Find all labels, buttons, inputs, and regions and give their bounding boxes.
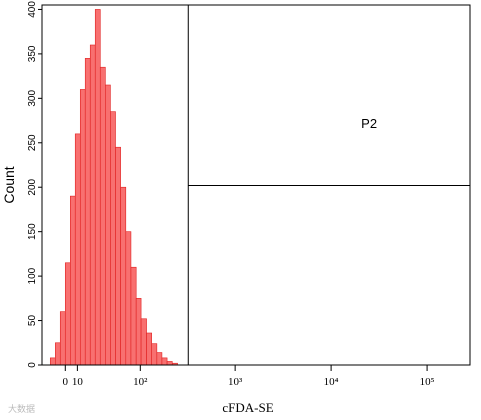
histogram-bar bbox=[105, 84, 111, 366]
y-tick-label: 400 bbox=[27, 1, 38, 18]
y-tick-label: 100 bbox=[27, 267, 38, 284]
histogram-bar bbox=[115, 146, 121, 366]
histogram-bar bbox=[161, 357, 168, 366]
y-tick-label: 0 bbox=[27, 362, 38, 368]
watermark: 大数据 bbox=[8, 403, 35, 415]
histogram-bar bbox=[151, 343, 158, 366]
y-tick-label: 300 bbox=[27, 90, 38, 107]
y-tick-label: 150 bbox=[27, 223, 38, 240]
histogram-bar bbox=[70, 195, 76, 366]
histogram-bar bbox=[120, 186, 127, 366]
x-tick-label: 0 bbox=[63, 376, 69, 388]
histogram-bar bbox=[94, 9, 101, 366]
y-tick-label: 250 bbox=[27, 134, 38, 151]
histogram-bar bbox=[99, 66, 106, 366]
histogram-bar bbox=[156, 352, 163, 366]
histogram-bar bbox=[74, 133, 81, 366]
x-tick-label: 10² bbox=[133, 376, 148, 388]
histogram-bar bbox=[79, 89, 86, 366]
y-tick-label: 350 bbox=[27, 45, 38, 62]
histogram-bar bbox=[55, 342, 61, 366]
histogram-bar bbox=[146, 332, 153, 366]
x-tick-label: 10³ bbox=[228, 376, 243, 388]
histogram-bar bbox=[125, 231, 132, 366]
x-axis-label: cFDA-SE bbox=[222, 400, 273, 415]
gate-label: P2 bbox=[361, 116, 377, 131]
histogram-bar bbox=[135, 298, 142, 366]
histogram-bar bbox=[59, 311, 66, 366]
histogram-bar bbox=[49, 357, 56, 366]
histogram-bar bbox=[130, 266, 137, 366]
histogram-bar bbox=[84, 58, 91, 366]
histogram-bar bbox=[64, 262, 71, 366]
y-axis-label: Count bbox=[1, 166, 17, 203]
y-tick-label: 200 bbox=[27, 178, 38, 195]
x-tick-label: 10⁵ bbox=[420, 376, 435, 388]
histogram-bar bbox=[89, 44, 96, 366]
x-tick-label: 10⁴ bbox=[324, 376, 339, 388]
histogram-bar bbox=[110, 111, 116, 366]
histogram-bar bbox=[140, 318, 147, 366]
y-tick-label: 50 bbox=[27, 315, 38, 327]
x-tick-label: 10 bbox=[72, 376, 84, 388]
histogram-bar bbox=[166, 361, 173, 366]
